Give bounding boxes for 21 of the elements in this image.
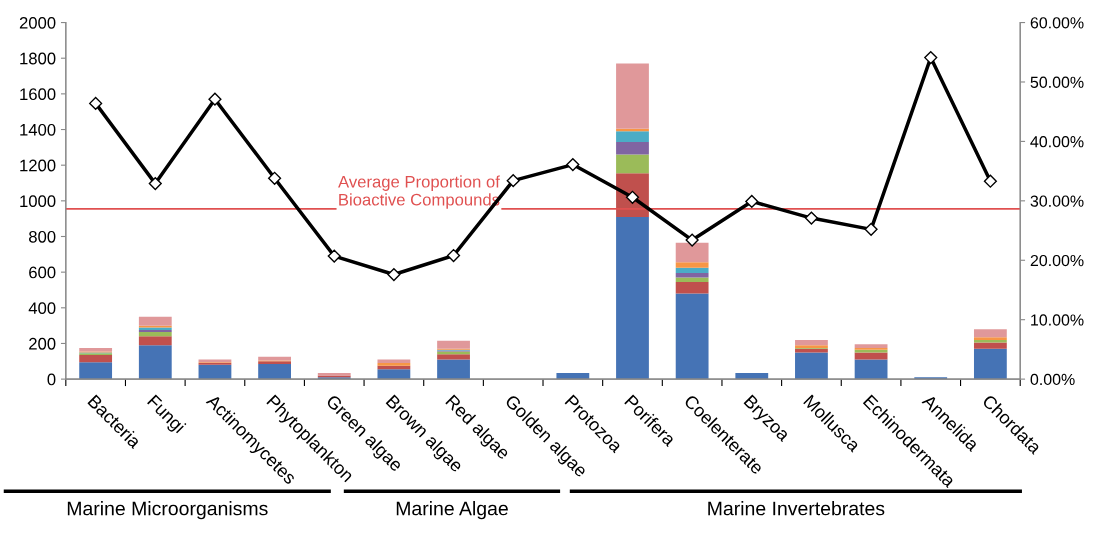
y-tick-label: 400 [28, 302, 56, 315]
y2-tick-label: 60.00% [1030, 17, 1084, 29]
text: Marine Microorganisms [67, 501, 268, 520]
y-tick-label: 2000 [19, 16, 56, 29]
y-tick-label: 1000 [20, 195, 56, 208]
y-tick-label: 200 [29, 337, 56, 350]
y-tick-label: 800 [29, 230, 56, 243]
text: Marine Invertebrates [708, 501, 885, 516]
y2-tick-label: 20.00% [1030, 254, 1084, 267]
y2-tick-label: 30.00% [1030, 195, 1084, 207]
y-tick-label: 1800 [20, 52, 56, 65]
y-tick-label: 1400 [20, 123, 56, 136]
y-tick-label: 0 [47, 373, 56, 386]
y2-tick-label: 10.00% [1031, 314, 1084, 326]
y-tick-label: 600 [29, 266, 56, 279]
y-tick-label: 1600 [20, 88, 56, 101]
y2-tick-label: 0.00% [1030, 373, 1075, 386]
text: Marine Algae [396, 501, 508, 520]
y2-tick-label: 40.00% [1030, 136, 1084, 148]
y2-tick-label: 50.00% [1030, 76, 1084, 88]
y-tick-label: 1200 [20, 159, 56, 172]
